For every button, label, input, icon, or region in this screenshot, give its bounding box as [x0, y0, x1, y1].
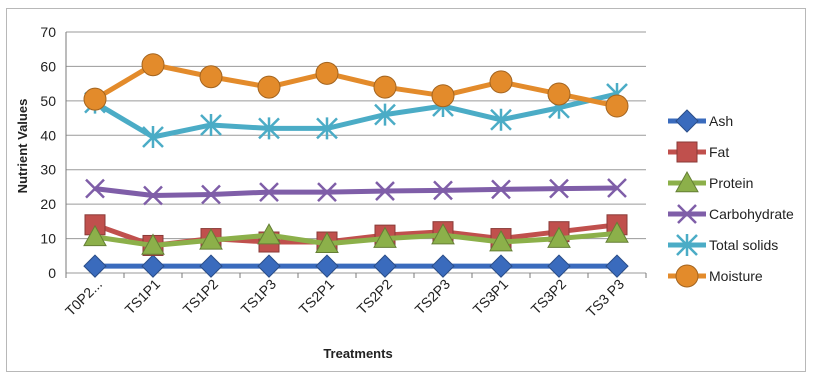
data-point-protein [373, 226, 397, 248]
series-ash [83, 254, 629, 278]
x-tick-label: TS1P2 [180, 276, 222, 318]
data-point-protein [257, 223, 281, 245]
data-point-moisture [547, 82, 571, 106]
data-point-carbohydrate [201, 184, 221, 205]
data-point-carbohydrate [549, 178, 569, 199]
legend-label: Total solids [709, 237, 778, 253]
data-point-moisture [199, 65, 223, 89]
data-point-total-solids [490, 108, 512, 131]
data-point-protein [83, 224, 107, 247]
x-tick-label: TS2P3 [412, 276, 454, 318]
data-point-carbohydrate [85, 178, 105, 199]
data-point-protein [199, 228, 223, 250]
data-point-ash [257, 254, 281, 278]
data-point-ash [83, 254, 107, 278]
legend-label: Fat [709, 144, 729, 160]
legend-label: Ash [709, 113, 733, 129]
data-point-moisture [373, 75, 397, 99]
data-point-ash [547, 254, 571, 278]
data-point-moisture [605, 94, 629, 118]
data-point-carbohydrate [491, 179, 511, 200]
legend-item-ash: Ash [668, 109, 733, 133]
x-tick-label: TS3 P3 [583, 276, 627, 320]
data-point-carbohydrate [259, 182, 279, 202]
x-tick-label: TS2P1 [296, 276, 338, 318]
x-tick-label: TS3P1 [470, 276, 512, 318]
series-line-total-solids [93, 91, 618, 140]
series-protein [83, 221, 629, 255]
series-group [83, 53, 629, 278]
series-line-moisture [93, 62, 618, 109]
data-point-total-solids [142, 126, 164, 149]
y-tick-label: 20 [40, 196, 56, 212]
data-point-ash [373, 254, 397, 278]
x-tick-label: T0P2... [62, 276, 105, 319]
x-tick-labels: T0P2... TS1P1 TS1P2 TS1P3 TS2P1 TS2P2 TS2P3 TS3… [62, 276, 627, 320]
data-point-protein [547, 226, 571, 248]
data-point-ash [315, 254, 339, 278]
data-point-moisture [83, 87, 107, 111]
data-point-ash [605, 254, 629, 278]
data-point-protein [315, 231, 339, 254]
data-point-carbohydrate [143, 185, 163, 206]
data-point-protein [431, 223, 455, 245]
y-tick-label: 30 [40, 162, 56, 178]
y-tick-label: 50 [40, 93, 56, 109]
legend-item-fat: Fat [668, 141, 729, 163]
data-point-total-solids [316, 117, 338, 140]
data-point-protein [141, 233, 165, 255]
data-point-ash [489, 254, 513, 278]
data-point-carbohydrate [317, 182, 337, 202]
data-point-ash [141, 254, 165, 278]
series-carbohydrate [85, 178, 627, 206]
y-tick-label: 40 [40, 127, 56, 143]
legend-item-protein: Protein [668, 170, 753, 193]
data-point-protein [489, 229, 513, 252]
x-tick-label: TS1P3 [238, 276, 280, 318]
x-tick-label: TS1P1 [122, 276, 164, 318]
legend-marker [675, 264, 699, 288]
legend: Ash Fat Protein Carbohydrate Total solids Moi… [668, 109, 794, 288]
data-point-moisture [431, 84, 455, 108]
y-tick-label: 10 [40, 231, 56, 247]
data-point-carbohydrate [433, 180, 453, 201]
y-tick-label: 0 [48, 265, 56, 281]
data-point-moisture [315, 61, 339, 85]
data-point-moisture [141, 53, 165, 77]
legend-item-total-solids: Total solids [668, 234, 778, 256]
data-point-moisture [257, 75, 281, 99]
x-tick-label: TS2P2 [354, 276, 396, 318]
x-axis-title: Treatments [323, 346, 392, 361]
y-tick-label: 70 [40, 24, 56, 40]
legend-marker [676, 234, 698, 256]
legend-item-moisture: Moisture [668, 264, 763, 288]
data-point-ash [431, 254, 455, 278]
legend-marker [677, 204, 697, 224]
data-point-carbohydrate [607, 178, 627, 198]
data-point-total-solids [374, 103, 396, 126]
series-moisture [83, 53, 629, 118]
y-tick-label: 60 [40, 58, 56, 74]
data-point-protein [605, 221, 629, 243]
legend-marker [676, 141, 698, 163]
series-fat [84, 214, 628, 256]
series-line-carbohydrate [94, 185, 618, 199]
legend-label: Moisture [709, 268, 763, 284]
data-point-moisture [489, 70, 513, 94]
data-point-carbohydrate [375, 181, 395, 201]
data-point-total-solids [258, 117, 280, 140]
legend-label: Carbohydrate [709, 206, 794, 222]
legend-item-carbohydrate: Carbohydrate [668, 204, 794, 224]
y-axis-title: Nutrient Values [15, 99, 30, 194]
legend-marker [675, 109, 699, 133]
legend-label: Protein [709, 175, 753, 191]
x-tick-label: TS3P2 [528, 276, 570, 318]
series-line-protein [94, 230, 618, 248]
data-point-ash [199, 254, 223, 278]
y-tick-labels: 0 10 20 30 40 50 60 70 [40, 24, 56, 281]
data-point-total-solids [200, 113, 222, 136]
legend-marker [675, 170, 699, 193]
